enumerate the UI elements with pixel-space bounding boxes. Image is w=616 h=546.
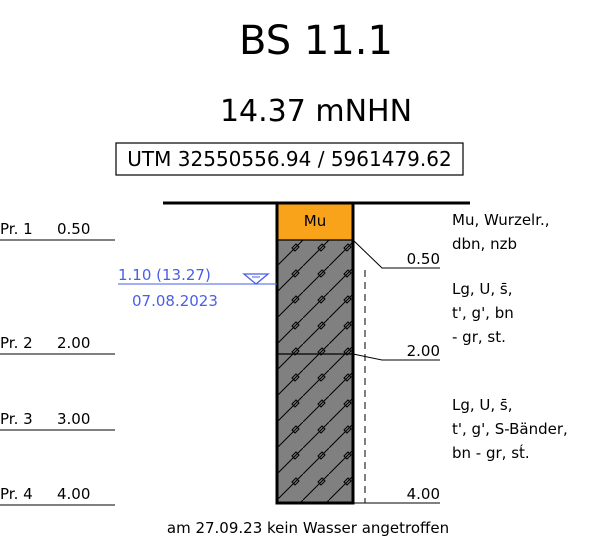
description: t', g', S-Bänder, — [452, 420, 568, 438]
sample: Pr. 3 3.00 — [0, 410, 115, 431]
sample-depth: 0.50 — [57, 220, 90, 238]
sample-depth: 3.00 — [57, 410, 90, 428]
description: Lg, U, s̄, — [452, 280, 513, 298]
depth-label: 4.00 — [407, 485, 440, 503]
water-date: 07.08.2023 — [132, 292, 218, 310]
coordinates: UTM 32550556.94 / 5961479.62 — [127, 147, 451, 171]
description: dbn, nzb — [452, 235, 517, 253]
water-symbol — [242, 273, 270, 285]
description: Lg, U, s̄, — [452, 396, 513, 414]
sample-depth: 4.00 — [57, 485, 90, 503]
sample: Pr. 1 0.50 — [0, 220, 115, 241]
column-outline — [275, 201, 355, 505]
sample: Pr. 4 4.00 — [0, 485, 115, 506]
description: t', g', bn — [452, 304, 514, 322]
sample-name: Pr. 1 — [0, 220, 33, 238]
water-level: 1.10 (13.27) — [118, 266, 211, 284]
note: am 27.09.23 kein Wasser angetroffen — [167, 519, 449, 537]
depth-leader — [352, 239, 440, 269]
depth-label: 0.50 — [407, 250, 440, 268]
depth-label: 2.00 — [407, 342, 440, 360]
sample-name: Pr. 3 — [0, 410, 33, 428]
sample-name: Pr. 2 — [0, 334, 33, 352]
description: - gr, st. — [452, 328, 506, 346]
layer-fill — [277, 240, 353, 503]
title: BS 11.1 — [239, 18, 393, 64]
depth-leader — [352, 353, 440, 361]
layer-fill — [277, 203, 353, 240]
sample-name: Pr. 4 — [0, 485, 33, 503]
coordinates-box — [115, 142, 464, 176]
sample: Pr. 2 2.00 — [0, 334, 115, 355]
description: bn - gr, st́. — [452, 443, 530, 462]
layer-code: Mu — [304, 212, 326, 230]
sample-depth: 2.00 — [57, 334, 90, 352]
elevation: 14.37 mNHN — [220, 94, 412, 129]
description: Mu, Wurzelr., — [452, 211, 550, 229]
